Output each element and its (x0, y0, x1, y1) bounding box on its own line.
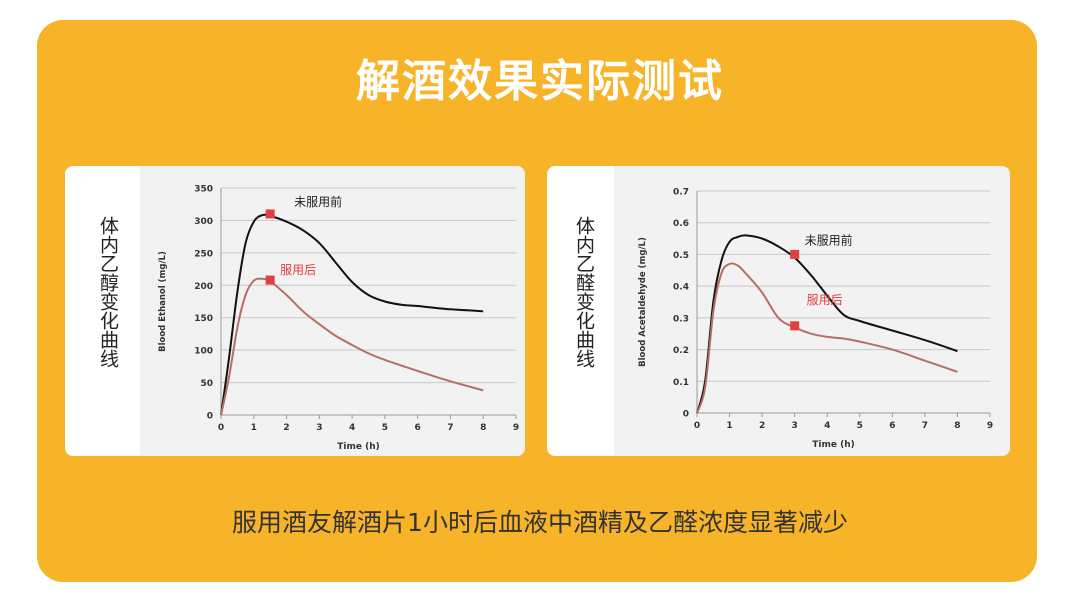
x-tick-label: 4 (349, 423, 355, 433)
ethanol-line-chart: 0 50 100 150 200 250 300 350 0 1 2 3 4 5 6 7 8 9 Time (h) B… (158, 185, 519, 453)
x-axis-title: Time (h) (337, 442, 379, 452)
x-tick-label: 8 (480, 423, 486, 433)
y-tick-label: 300 (194, 217, 213, 227)
acetaldehyde-chart-panel: 体内乙醛变化曲线 0 0.1 0.2 0.3 0.4 0.5 0.6 0.7 0 1 2 3 4 5 6 7 8… (547, 166, 1010, 456)
chart-side-label: 体内乙醇变化曲线 (97, 216, 119, 368)
chart-side-label: 体内乙醛变化曲线 (573, 216, 595, 368)
x-tick-label: 6 (415, 423, 421, 433)
x-tick-label: 2 (759, 421, 765, 431)
caption-text: 服用酒友解酒片1小时后血液中酒精及乙醛浓度显著减少 (232, 508, 848, 537)
y-tick-label: 0.7 (673, 188, 689, 198)
x-tick-label: 2 (283, 423, 289, 433)
y-tick-label: 100 (194, 347, 213, 357)
grid-lines (697, 190, 990, 414)
y-tick-label: 0.4 (673, 283, 689, 293)
series-marker (790, 321, 800, 331)
y-tick-label: 350 (194, 185, 213, 195)
x-tick-label: 3 (316, 423, 322, 433)
series-label: 未服用前 (805, 232, 853, 247)
y-tick-label: 150 (194, 314, 213, 324)
plot-background (614, 166, 1010, 456)
x-tick-label: 0 (218, 423, 224, 433)
y-axis-title: Blood Ethanol (mg/L) (158, 251, 168, 352)
series-line (220, 213, 484, 416)
x-tick-label: 1 (251, 423, 257, 433)
x-tick-label: 7 (922, 421, 928, 431)
series-line (696, 234, 958, 414)
grid-lines (221, 187, 516, 416)
x-tick-label: 4 (824, 421, 830, 431)
x-tick-label: 1 (726, 421, 732, 431)
x-tick-label: 0 (694, 421, 700, 431)
plot-background (140, 166, 525, 456)
x-tick-label: 7 (447, 423, 453, 433)
x-tick-label: 3 (792, 421, 798, 431)
x-tick-label: 5 (382, 423, 388, 433)
page-title: 解酒效果实际测试 (356, 56, 724, 107)
y-tick-label: 0.3 (673, 314, 689, 324)
series-marker (790, 249, 800, 259)
series-marker (265, 275, 275, 285)
axes: 0 50 100 150 200 250 300 350 0 1 2 3 4 5 6 7 8 9 Time (h) B… (158, 185, 519, 453)
x-tick-label: 5 (857, 421, 863, 431)
series-label: 服用后 (807, 293, 843, 307)
acetaldehyde-line-chart: 0 0.1 0.2 0.3 0.4 0.5 0.6 0.7 0 1 2 3 4 5 6 7 8 9 Time (h)… (638, 188, 993, 451)
y-tick-label: 50 (200, 379, 213, 389)
x-tick-label: 6 (889, 421, 895, 431)
y-tick-label: 200 (194, 282, 213, 292)
x-tick-label: 8 (954, 421, 960, 431)
series-marker (265, 209, 275, 219)
y-tick-label: 0 (207, 412, 213, 422)
y-tick-label: 0.2 (673, 346, 689, 356)
y-tick-label: 0.1 (673, 378, 689, 388)
ethanol-chart-panel: 体内乙醇变化曲线 0 50 100 150 200 250 300 350 0 1 2 3 4 5 6 7 8 9… (65, 166, 525, 456)
y-axis-title: Blood Acetaldehyde (mg/L) (638, 237, 648, 367)
x-tick-label: 9 (513, 423, 519, 433)
y-tick-label: 0.6 (673, 219, 689, 229)
y-tick-label: 0.5 (673, 251, 689, 261)
x-tick-label: 9 (987, 421, 993, 431)
axes: 0 0.1 0.2 0.3 0.4 0.5 0.6 0.7 0 1 2 3 4 5 6 7 8 9 Time (h)… (638, 188, 993, 451)
x-axis-title: Time (h) (812, 440, 854, 450)
series-line (220, 277, 484, 416)
y-tick-label: 250 (194, 249, 213, 259)
series-label: 服用后 (280, 263, 316, 277)
series-line (696, 262, 958, 414)
y-tick-label: 0 (683, 410, 689, 420)
series-label: 未服用前 (294, 194, 342, 209)
